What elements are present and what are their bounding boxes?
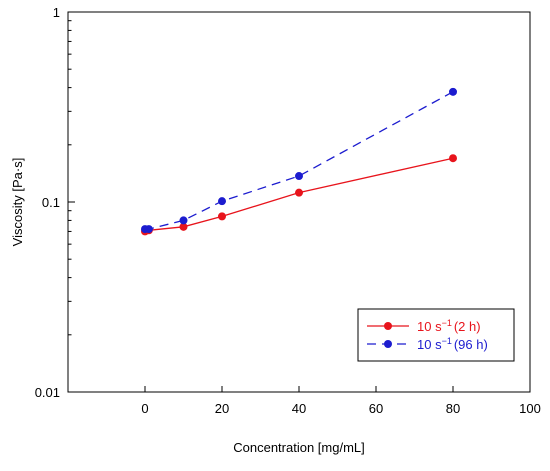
legend-label-1: 10 s−1 (2 h) — [417, 318, 481, 334]
y-axis-label: Viscosity [Pa·s] — [10, 158, 25, 247]
series-2-point — [179, 216, 188, 225]
series-1-point — [295, 188, 303, 197]
series-2-point — [144, 225, 153, 234]
legend-marker-2 — [384, 340, 392, 348]
series-2-point — [218, 197, 226, 206]
series-2-point — [449, 87, 457, 96]
x-tick-label: 0 — [141, 401, 148, 416]
legend-label-2: 10 s−1 (96 h) — [417, 336, 488, 352]
series-layer — [141, 87, 457, 236]
series-1-point — [179, 222, 188, 231]
y-axis: 0.01 0.1 1 — [35, 5, 75, 400]
legend-marker-1 — [384, 322, 392, 330]
x-tick-label: 20 — [215, 401, 229, 416]
x-axis: 0 20 40 60 80 100 — [141, 386, 541, 416]
x-axis-label: Concentration [mg/mL] — [233, 440, 365, 455]
x-tick-label: 80 — [446, 401, 460, 416]
series-1-point — [218, 212, 226, 221]
series-2-point — [295, 172, 303, 181]
x-tick-label: 40 — [292, 401, 306, 416]
series-1-point — [449, 154, 457, 163]
legend-box — [357, 308, 515, 362]
x-tick-label: 100 — [519, 401, 541, 416]
y-tick-label: 1 — [53, 5, 60, 20]
x-tick-label: 60 — [369, 401, 383, 416]
y-tick-label: 0.01 — [35, 385, 60, 400]
series-line-2 — [145, 91, 454, 230]
y-tick-label: 0.1 — [42, 195, 60, 210]
legend: 10 s−1 (2 h) 10 s−1 (96 h) — [357, 308, 515, 362]
